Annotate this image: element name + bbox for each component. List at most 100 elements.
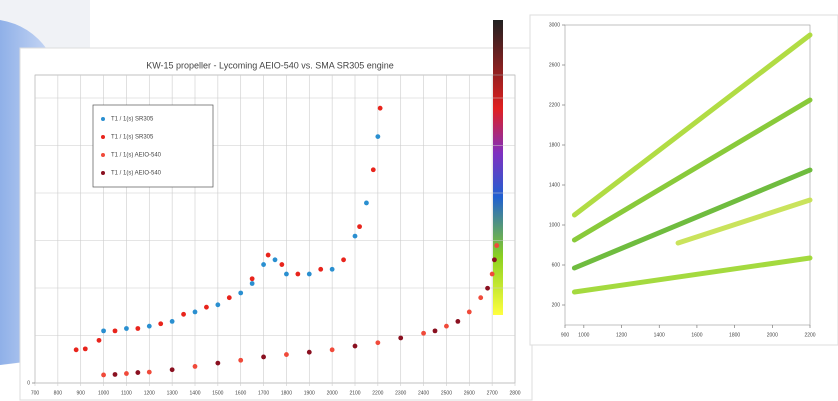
point	[371, 167, 376, 172]
point	[421, 331, 426, 336]
x-tick-label: 900	[77, 390, 86, 396]
point	[375, 340, 380, 345]
point	[158, 321, 163, 326]
x-tick-label: 2200	[804, 332, 815, 338]
point	[250, 276, 255, 281]
point	[364, 201, 369, 206]
x-tick-label: 2500	[441, 390, 452, 396]
y-tick-label: 1000	[549, 222, 560, 228]
x-tick-label: 1200	[616, 332, 627, 338]
point	[341, 257, 346, 262]
point	[467, 310, 472, 315]
x-tick-label: 1400	[654, 332, 665, 338]
page: KW-15 propeller - Lycoming AEIO-540 vs. …	[0, 0, 838, 401]
collage: KW-15 propeller - Lycoming AEIO-540 vs. …	[0, 0, 838, 401]
x-tick-label: 2000	[767, 332, 778, 338]
y-tick-label: 0	[27, 380, 30, 386]
point	[455, 319, 460, 324]
point	[273, 257, 278, 262]
point	[113, 328, 118, 333]
point	[113, 372, 118, 377]
x-tick-label: 2000	[327, 390, 338, 396]
x-tick-label: 1400	[189, 390, 200, 396]
y-tick-label: 200	[552, 302, 561, 308]
point	[204, 305, 209, 310]
point	[494, 243, 499, 248]
x-tick-label: 2600	[464, 390, 475, 396]
legend-marker	[101, 153, 105, 157]
x-tick-label: 1200	[144, 390, 155, 396]
point	[170, 367, 175, 372]
x-tick-label: 2800	[509, 390, 520, 396]
point	[307, 350, 312, 355]
point	[318, 267, 323, 272]
point	[490, 272, 495, 277]
point	[357, 224, 362, 229]
point	[135, 370, 140, 375]
legend-marker	[101, 135, 105, 139]
x-tick-label: 1600	[691, 332, 702, 338]
point	[284, 272, 289, 277]
legend-marker	[101, 117, 105, 121]
x-tick-label: 2100	[349, 390, 360, 396]
x-tick-label: 700	[31, 390, 40, 396]
point	[238, 291, 243, 296]
x-tick-label: 1300	[167, 390, 178, 396]
x-tick-label: 1900	[304, 390, 315, 396]
point	[485, 286, 490, 291]
legend-marker	[101, 171, 105, 175]
chart-title: KW-15 propeller - Lycoming AEIO-540 vs. …	[146, 60, 394, 70]
point	[124, 371, 129, 376]
legend-label: T1 / 1(s) AEIO-540	[111, 171, 162, 177]
y-tick-label: 600	[552, 262, 561, 268]
x-tick-label: 1500	[212, 390, 223, 396]
x-tick-label: 2700	[487, 390, 498, 396]
point	[83, 346, 88, 351]
point	[444, 324, 449, 329]
point	[398, 336, 403, 341]
point	[124, 326, 129, 331]
point	[330, 267, 335, 272]
x-tick-label: 1000	[98, 390, 109, 396]
point	[478, 295, 483, 300]
point	[330, 347, 335, 352]
legend-label: T1 / 1(s) SR305	[111, 135, 154, 141]
x-tick-label: 1100	[121, 390, 132, 396]
x-tick-label: 1000	[578, 332, 589, 338]
point	[101, 328, 106, 333]
colorbar	[493, 20, 503, 315]
point	[433, 328, 438, 333]
y-tick-label: 1400	[549, 182, 560, 188]
legend-label: T1 / 1(s) SR305	[111, 117, 154, 123]
point	[261, 355, 266, 360]
point	[147, 370, 152, 375]
point	[295, 272, 300, 277]
point	[147, 324, 152, 329]
legend-label: T1 / 1(s) AEIO-540	[111, 153, 162, 159]
point	[238, 358, 243, 363]
x-tick-label: 1600	[235, 390, 246, 396]
x-tick-label: 1800	[281, 390, 292, 396]
chart-frame	[20, 48, 532, 400]
y-tick-label: 2200	[549, 102, 560, 108]
x-tick-label: 2300	[395, 390, 406, 396]
point	[215, 361, 220, 366]
x-tick-label: 900	[561, 332, 570, 338]
point	[74, 347, 79, 352]
x-tick-label: 2200	[372, 390, 383, 396]
point	[378, 106, 383, 111]
y-tick-label: 3000	[549, 22, 560, 28]
point	[250, 281, 255, 286]
point	[97, 338, 102, 343]
point	[261, 262, 266, 267]
point	[307, 272, 312, 277]
point	[101, 373, 106, 378]
x-tick-label: 800	[54, 390, 63, 396]
point	[353, 234, 358, 239]
point	[266, 253, 271, 258]
point	[193, 364, 198, 369]
x-tick-label: 1800	[729, 332, 740, 338]
x-tick-label: 2400	[418, 390, 429, 396]
point	[353, 344, 358, 349]
y-tick-label: 2600	[549, 62, 560, 68]
